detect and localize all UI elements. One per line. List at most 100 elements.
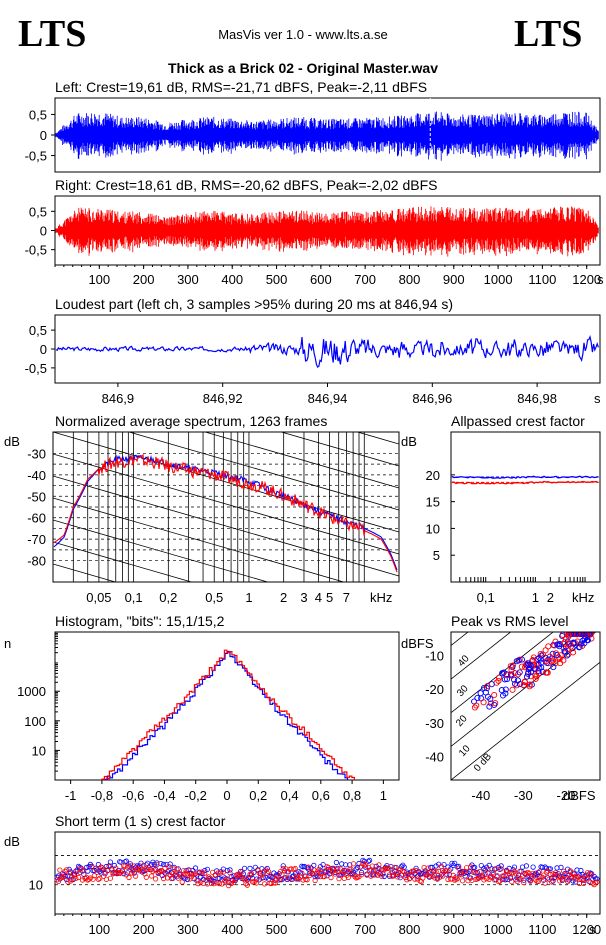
short-term-crest-point (119, 867, 125, 873)
short-term-crest-point (586, 871, 592, 877)
short-term-crest-point (388, 863, 394, 870)
short-term-crest-point (63, 867, 70, 873)
short-term-crest-point (458, 872, 464, 878)
x-tick-label: 0,8 (343, 788, 361, 803)
short-term-crest-point (202, 867, 208, 874)
panel-title: Allpassed crest factor (451, 413, 585, 429)
pvr-point (532, 672, 539, 679)
x-tick-label: 2 (280, 590, 287, 605)
panel-title: Right: Crest=18,61 dB, RMS=-20,62 dBFS, … (55, 177, 437, 193)
y-tick-label: -10 (425, 649, 444, 664)
panel-title: Short term (1 s) crest factor (55, 813, 226, 829)
short-term-crest-point (432, 875, 438, 881)
short-term-crest-point (195, 880, 201, 887)
pvr-point (557, 660, 564, 667)
slope-line (53, 497, 346, 582)
short-term-crest-point (247, 865, 253, 872)
short-term-crest-point (525, 869, 531, 876)
short-term-crest-point (242, 865, 248, 871)
pvr-point (550, 664, 557, 671)
short-term-crest-point (483, 876, 490, 882)
short-term-crest-point (276, 877, 282, 883)
short-term-crest-point (277, 869, 284, 875)
x-tick-label: 0,5 (205, 590, 223, 605)
short-term-crest-point (255, 867, 261, 874)
loudest-part-panel: Loudest part (left ch, 3 samples >95% du… (25, 296, 601, 406)
short-term-crest-point (151, 861, 157, 868)
pvr-point (524, 670, 532, 677)
short-term-crest-point (454, 876, 460, 882)
short-term-crest-point (133, 873, 139, 879)
short-term-crest-point (412, 876, 418, 882)
pvr-point (543, 669, 550, 676)
pvr-point (484, 682, 491, 690)
short-term-crest-point (336, 876, 342, 882)
short-term-crest-point (292, 865, 298, 872)
short-term-crest-point (125, 864, 131, 871)
slope-line (53, 453, 399, 555)
pvr-point (556, 655, 563, 662)
short-term-crest-point (333, 859, 339, 866)
pvr-point (521, 679, 528, 686)
short-term-crest-point (289, 876, 296, 882)
short-term-crest-point (90, 876, 96, 882)
short-term-crest-point (99, 865, 106, 871)
short-term-crest-point (184, 876, 191, 883)
short-term-crest-point (131, 863, 137, 869)
short-term-crest-point (74, 868, 80, 874)
short-term-crest-point (113, 865, 119, 871)
pvr-point (520, 681, 527, 689)
slope-line (53, 432, 399, 533)
short-term-crest-point (348, 866, 354, 872)
short-term-crest-point (441, 869, 447, 875)
short-term-crest-point (527, 878, 534, 884)
x-tick-label: 200 (133, 272, 155, 287)
y-tick-label: 10 (426, 521, 440, 536)
short-term-crest-point (192, 870, 199, 877)
short-term-crest-point (102, 871, 108, 877)
x-axis-label: dBFS (563, 788, 596, 803)
short-term-crest-point (588, 871, 595, 878)
short-term-crest-point (142, 871, 148, 877)
short-term-crest-point (518, 876, 524, 882)
x-tick-label: 1 (245, 590, 252, 605)
pvr-point (525, 666, 532, 673)
short-term-crest-point (67, 878, 74, 884)
short-term-crest-point (301, 863, 308, 870)
short-term-crest-point (279, 877, 285, 883)
short-term-crest-point (159, 868, 165, 874)
x-unit: kHz (572, 590, 594, 605)
short-term-crest-point (542, 880, 548, 886)
short-term-crest-point (260, 869, 266, 876)
pvr-point (573, 632, 581, 638)
x-tick-label: 7 (343, 590, 350, 605)
short-term-crest-point (70, 871, 76, 877)
short-term-crest-point (321, 874, 327, 880)
x-tick-label: 700 (354, 922, 376, 937)
short-term-crest-point (123, 872, 129, 878)
x-tick-label: -0,8 (91, 788, 113, 803)
short-term-crest-point (446, 868, 452, 874)
short-term-crest-point (350, 861, 357, 867)
short-term-crest-point (106, 863, 112, 870)
short-term-crest-point (228, 880, 234, 887)
x-tick-label: 1200 (572, 272, 601, 287)
x-tick-label: 4 (315, 590, 322, 605)
short-term-crest-point (381, 873, 387, 880)
pvr-plot-area (451, 632, 600, 780)
diagonal-label: 10 (457, 743, 473, 759)
short-term-crest-point (510, 870, 516, 876)
y-tick-label: -40 (425, 749, 444, 764)
waveform-trace (55, 111, 599, 161)
pvr-point (561, 648, 568, 655)
short-term-crest-point (295, 874, 301, 881)
short-term-crest-point (507, 874, 514, 880)
short-term-crest-point (275, 874, 281, 880)
spectrum-panel: Normalized average spectrum, 1263 frames… (4, 322, 400, 605)
short-term-crest-point (466, 874, 472, 881)
pvr-point (509, 686, 516, 693)
slope-line (53, 322, 399, 422)
x-tick-label: 0,2 (159, 590, 177, 605)
x-unit: s (589, 922, 596, 937)
